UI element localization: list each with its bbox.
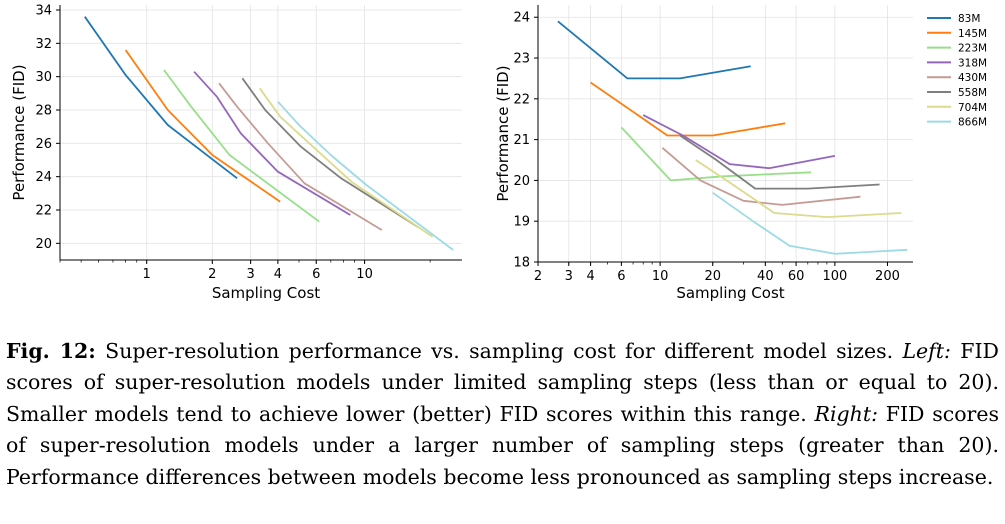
- x-tick-label: 4: [274, 267, 282, 282]
- series-line-704M: [258, 87, 434, 238]
- y-tick-label: 18: [513, 256, 530, 271]
- x-tick-label: 100: [822, 269, 847, 284]
- y-tick-label: 28: [35, 104, 52, 119]
- legend-label-145M: 145M: [958, 28, 987, 40]
- x-tick-label: 3: [565, 269, 573, 284]
- y-tick-label: 20: [513, 174, 530, 189]
- caption-text-1: Super-resolution performance vs. samplin…: [95, 339, 903, 363]
- x-tick-label: 200: [875, 269, 900, 284]
- y-tick-label: 24: [513, 11, 530, 26]
- y-tick-label: 19: [513, 215, 530, 230]
- y-tick-label: 20: [35, 237, 52, 252]
- series-line-145M: [590, 81, 786, 137]
- y-tick-label: 30: [35, 70, 52, 85]
- legend-label-430M: 430M: [958, 72, 987, 84]
- series-line-318M: [642, 114, 836, 170]
- series-line-558M: [241, 77, 418, 228]
- series-line-83M: [84, 16, 238, 180]
- x-tick-label: 10: [356, 267, 373, 282]
- series-line-704M: [695, 159, 902, 219]
- chart-right: 2 3 4 6 10 20 40 60 100 20018192021222324Sampling…: [494, 5, 987, 302]
- x-tick-label: 10: [652, 269, 669, 284]
- series-line-83M: [557, 20, 751, 80]
- x-tick-label: 4: [586, 269, 594, 284]
- x-tick-label: 1: [143, 267, 151, 282]
- series-line-145M: [124, 49, 281, 203]
- caption-text-2: FID scores of super-resolution models un…: [6, 339, 999, 426]
- legend-label-318M: 318M: [958, 57, 987, 69]
- legend-label-866M: 866M: [958, 117, 987, 129]
- y-tick-label: 22: [35, 204, 52, 219]
- y-axis-label: Performance (FID): [494, 65, 512, 201]
- legend-label-223M: 223M: [958, 43, 987, 55]
- series-line-430M: [218, 82, 383, 231]
- figure-caption: Fig. 12: Super-resolution performance vs…: [6, 336, 999, 493]
- series-line-223M: [163, 69, 320, 223]
- x-tick-label: 2: [208, 267, 216, 282]
- y-tick-label: 21: [513, 133, 530, 148]
- legend-label-83M: 83M: [958, 13, 980, 25]
- x-tick-label: 20: [704, 269, 721, 284]
- x-tick-label: 6: [617, 269, 625, 284]
- series-line-866M: [277, 101, 454, 251]
- y-tick-label: 34: [35, 4, 52, 19]
- x-tick-label: 60: [788, 269, 805, 284]
- legend-label-558M: 558M: [958, 87, 987, 99]
- y-tick-label: 23: [513, 52, 530, 67]
- series-line-866M: [712, 191, 908, 255]
- y-axis-label: Performance (FID): [10, 64, 28, 200]
- caption-label: Fig. 12:: [6, 339, 96, 363]
- y-tick-label: 24: [35, 170, 52, 185]
- x-tick-label: 40: [757, 269, 774, 284]
- y-tick-label: 22: [513, 92, 530, 107]
- x-tick-label: 2: [534, 269, 542, 284]
- caption-term-left: Left:: [902, 339, 951, 363]
- x-tick-label: 3: [247, 267, 255, 282]
- series-line-430M: [661, 147, 861, 206]
- y-tick-label: 26: [35, 137, 52, 152]
- caption-term-right: Right:: [814, 401, 878, 426]
- x-tick-label: 6: [312, 267, 320, 282]
- series-line-318M: [193, 71, 351, 216]
- x-axis-label: Sampling Cost: [676, 284, 784, 302]
- series-line-558M: [679, 134, 880, 190]
- legend-label-704M: 704M: [958, 102, 987, 114]
- caption-text-3: FID scores of super-resolution models un…: [6, 401, 999, 489]
- x-axis-label: Sampling Cost: [212, 284, 320, 302]
- y-tick-label: 32: [35, 37, 52, 52]
